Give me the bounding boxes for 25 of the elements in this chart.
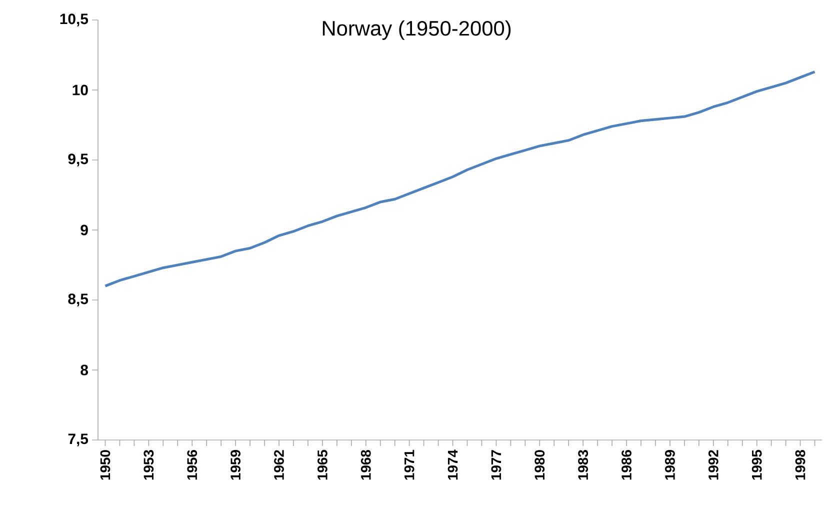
y-tick-label: 7,5 bbox=[68, 434, 88, 446]
x-tick-label: 1965 bbox=[317, 450, 328, 480]
x-tick-label: 1980 bbox=[534, 450, 545, 480]
x-tick-label: 1950 bbox=[100, 450, 110, 480]
y-tick-label: 9 bbox=[80, 224, 88, 236]
y-tick-label: 8 bbox=[80, 364, 88, 376]
y-tick-label: 10 bbox=[72, 84, 88, 96]
x-tick-label: 1998 bbox=[795, 450, 806, 480]
x-tick-label: 1989 bbox=[665, 450, 675, 480]
y-tick-label: 9,5 bbox=[68, 154, 88, 166]
x-tick-label: 1995 bbox=[752, 450, 762, 480]
x-tick-label: 1971 bbox=[404, 450, 414, 480]
x-tick-label: 1962 bbox=[274, 450, 284, 480]
x-tick-label: 1977 bbox=[491, 450, 502, 480]
x-tick-label: 1956 bbox=[187, 450, 198, 480]
x-tick-label: 1959 bbox=[230, 450, 241, 480]
x-tick-label: 1986 bbox=[622, 450, 632, 480]
x-tick-label: 1968 bbox=[360, 450, 371, 480]
x-tick-label: 1983 bbox=[578, 450, 588, 480]
x-tick-label: 1974 bbox=[448, 450, 458, 480]
x-tick-label: 1992 bbox=[708, 450, 718, 480]
y-tick-label: 10,5 bbox=[60, 14, 88, 26]
chart-title: Norway (1950-2000) bbox=[322, 20, 511, 40]
y-tick-label: 8,5 bbox=[68, 294, 88, 306]
x-tick-label: 1953 bbox=[144, 450, 154, 480]
